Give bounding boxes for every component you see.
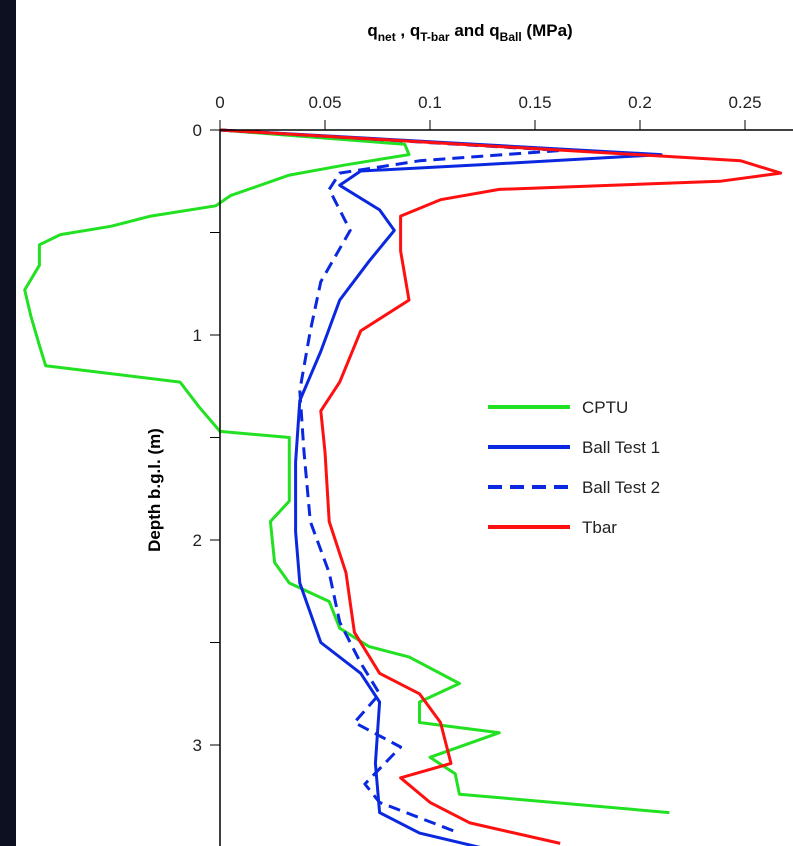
- x-tick-label: 0: [215, 93, 224, 112]
- y-tick-label: 1: [193, 326, 202, 345]
- y-tick-label: 2: [193, 531, 202, 550]
- title-subscript: Ball: [500, 30, 522, 44]
- legend: CPTU Ball Test 1 Ball Test 2 Tbar: [488, 398, 660, 537]
- legend-label: Ball Test 2: [582, 478, 660, 497]
- series-line: [23, 128, 670, 815]
- y-tick-label: 0: [193, 121, 202, 140]
- legend-label: Tbar: [582, 518, 617, 537]
- series-line: [219, 128, 783, 845]
- title-text: and q: [450, 21, 500, 40]
- title-subscript: net: [378, 30, 396, 44]
- x-tick-label: 0.15: [518, 93, 551, 112]
- x-tick-label: 0.25: [728, 93, 761, 112]
- title-text: (MPa): [522, 21, 573, 40]
- legend-label: Ball Test 1: [582, 438, 660, 457]
- x-tick-label: 0.05: [308, 93, 341, 112]
- y-axis-title: Depth b.g.l. (m): [145, 428, 164, 552]
- title-text: q: [367, 21, 377, 40]
- legend-label: CPTU: [582, 398, 628, 417]
- x-axis-title: qnet , qT-bar and qBall (MPa): [367, 21, 572, 44]
- y-tick-label: 3: [193, 736, 202, 755]
- series-line: [219, 128, 562, 835]
- x-tick-label: 0.1: [418, 93, 442, 112]
- title-subscript: T-bar: [420, 30, 450, 44]
- panel-border: [0, 0, 16, 846]
- chart-panel: [16, 0, 793, 846]
- title-text: , q: [396, 21, 421, 40]
- x-tick-label: 0.2: [628, 93, 652, 112]
- plot-lines: [23, 128, 783, 846]
